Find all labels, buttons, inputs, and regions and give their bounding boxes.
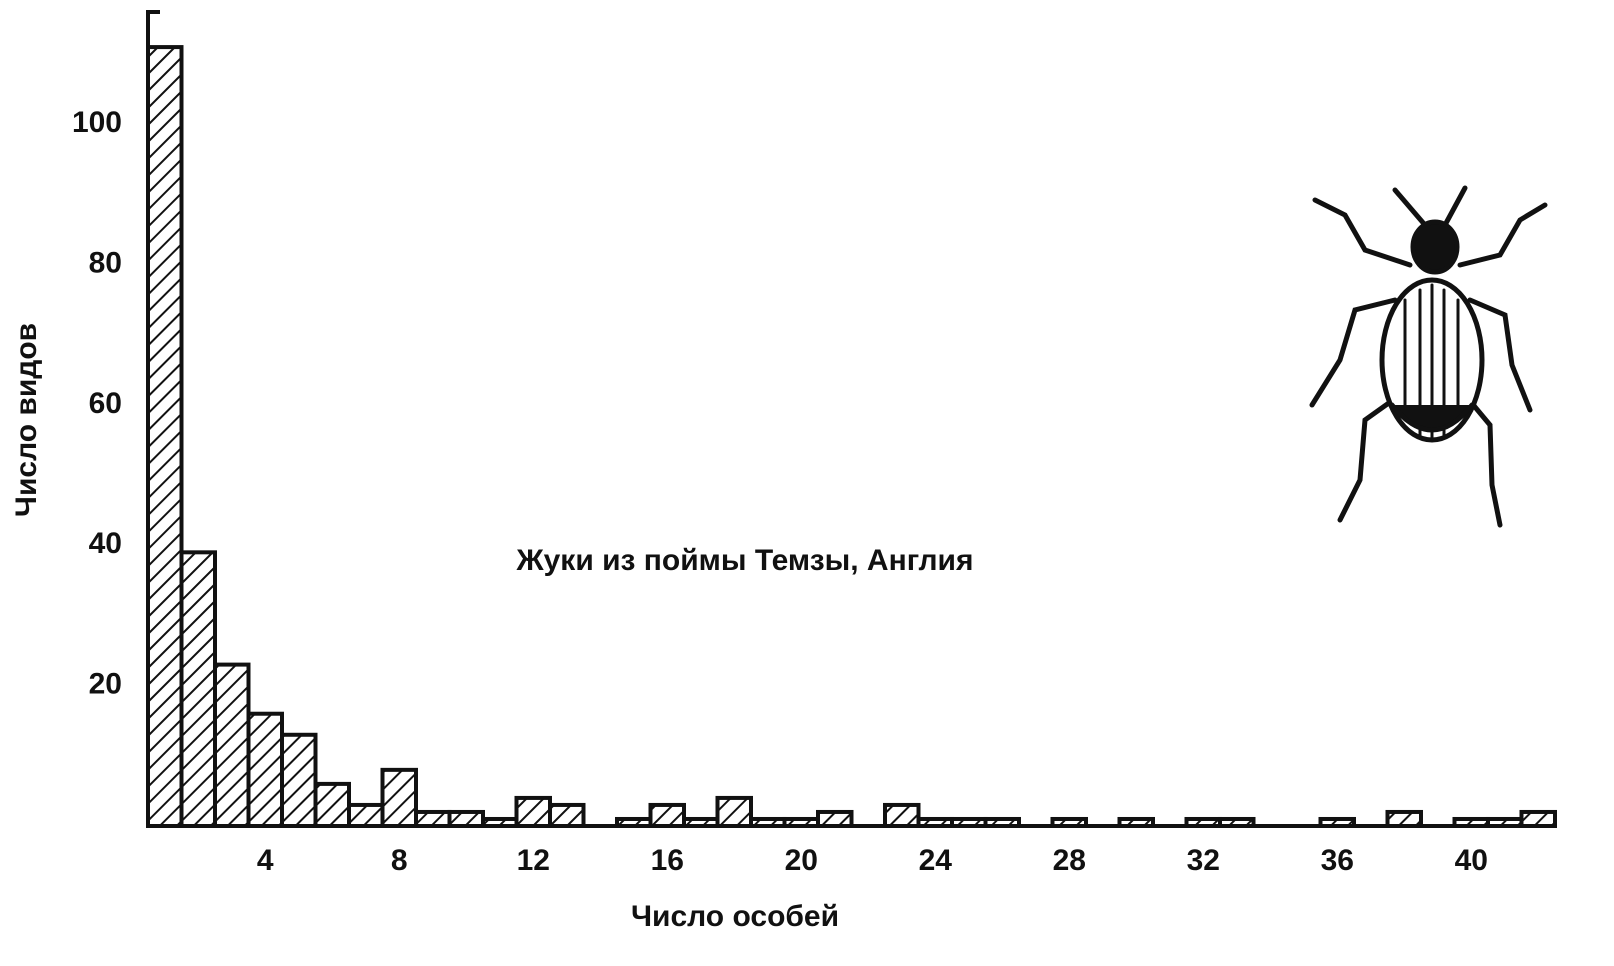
x-tick-label: 12	[517, 844, 550, 877]
bar	[1519, 809, 1557, 828]
annotation: Жуки из поймы Темзы, Англия	[516, 544, 974, 577]
x-tick-label: 32	[1187, 844, 1220, 877]
bar	[280, 732, 318, 829]
x-tick-label: 24	[919, 844, 953, 877]
bar	[816, 809, 854, 828]
bar	[883, 802, 921, 829]
bar	[414, 809, 452, 828]
y-tick-label: 20	[89, 668, 122, 701]
y-axis-label: Число видов	[10, 323, 43, 517]
x-axis-label: Число особей	[631, 900, 839, 933]
x-tick-label: 40	[1455, 844, 1488, 877]
bar	[514, 795, 552, 828]
x-tick-label: 20	[785, 844, 818, 877]
x-tick-label: 28	[1053, 844, 1086, 877]
bar	[213, 662, 251, 828]
y-tick-label: 60	[89, 387, 122, 420]
y-tick-label: 40	[89, 527, 122, 560]
bar	[1385, 809, 1423, 828]
x-tick-label: 36	[1321, 844, 1354, 877]
y-tick-label: 100	[72, 106, 122, 139]
y-tick-label: 80	[89, 247, 122, 280]
bar	[146, 45, 184, 829]
beetle-illustration	[1309, 185, 1548, 528]
bar	[313, 781, 351, 828]
bar	[548, 802, 586, 829]
bar	[447, 809, 485, 828]
x-tick-label: 4	[257, 844, 274, 877]
x-tick-label: 16	[651, 844, 684, 877]
bar	[715, 795, 753, 828]
bar	[347, 802, 385, 829]
bar	[380, 767, 418, 828]
x-tick-label: 8	[391, 844, 408, 877]
bar	[179, 550, 217, 828]
bar	[246, 711, 284, 828]
bar	[648, 802, 686, 829]
